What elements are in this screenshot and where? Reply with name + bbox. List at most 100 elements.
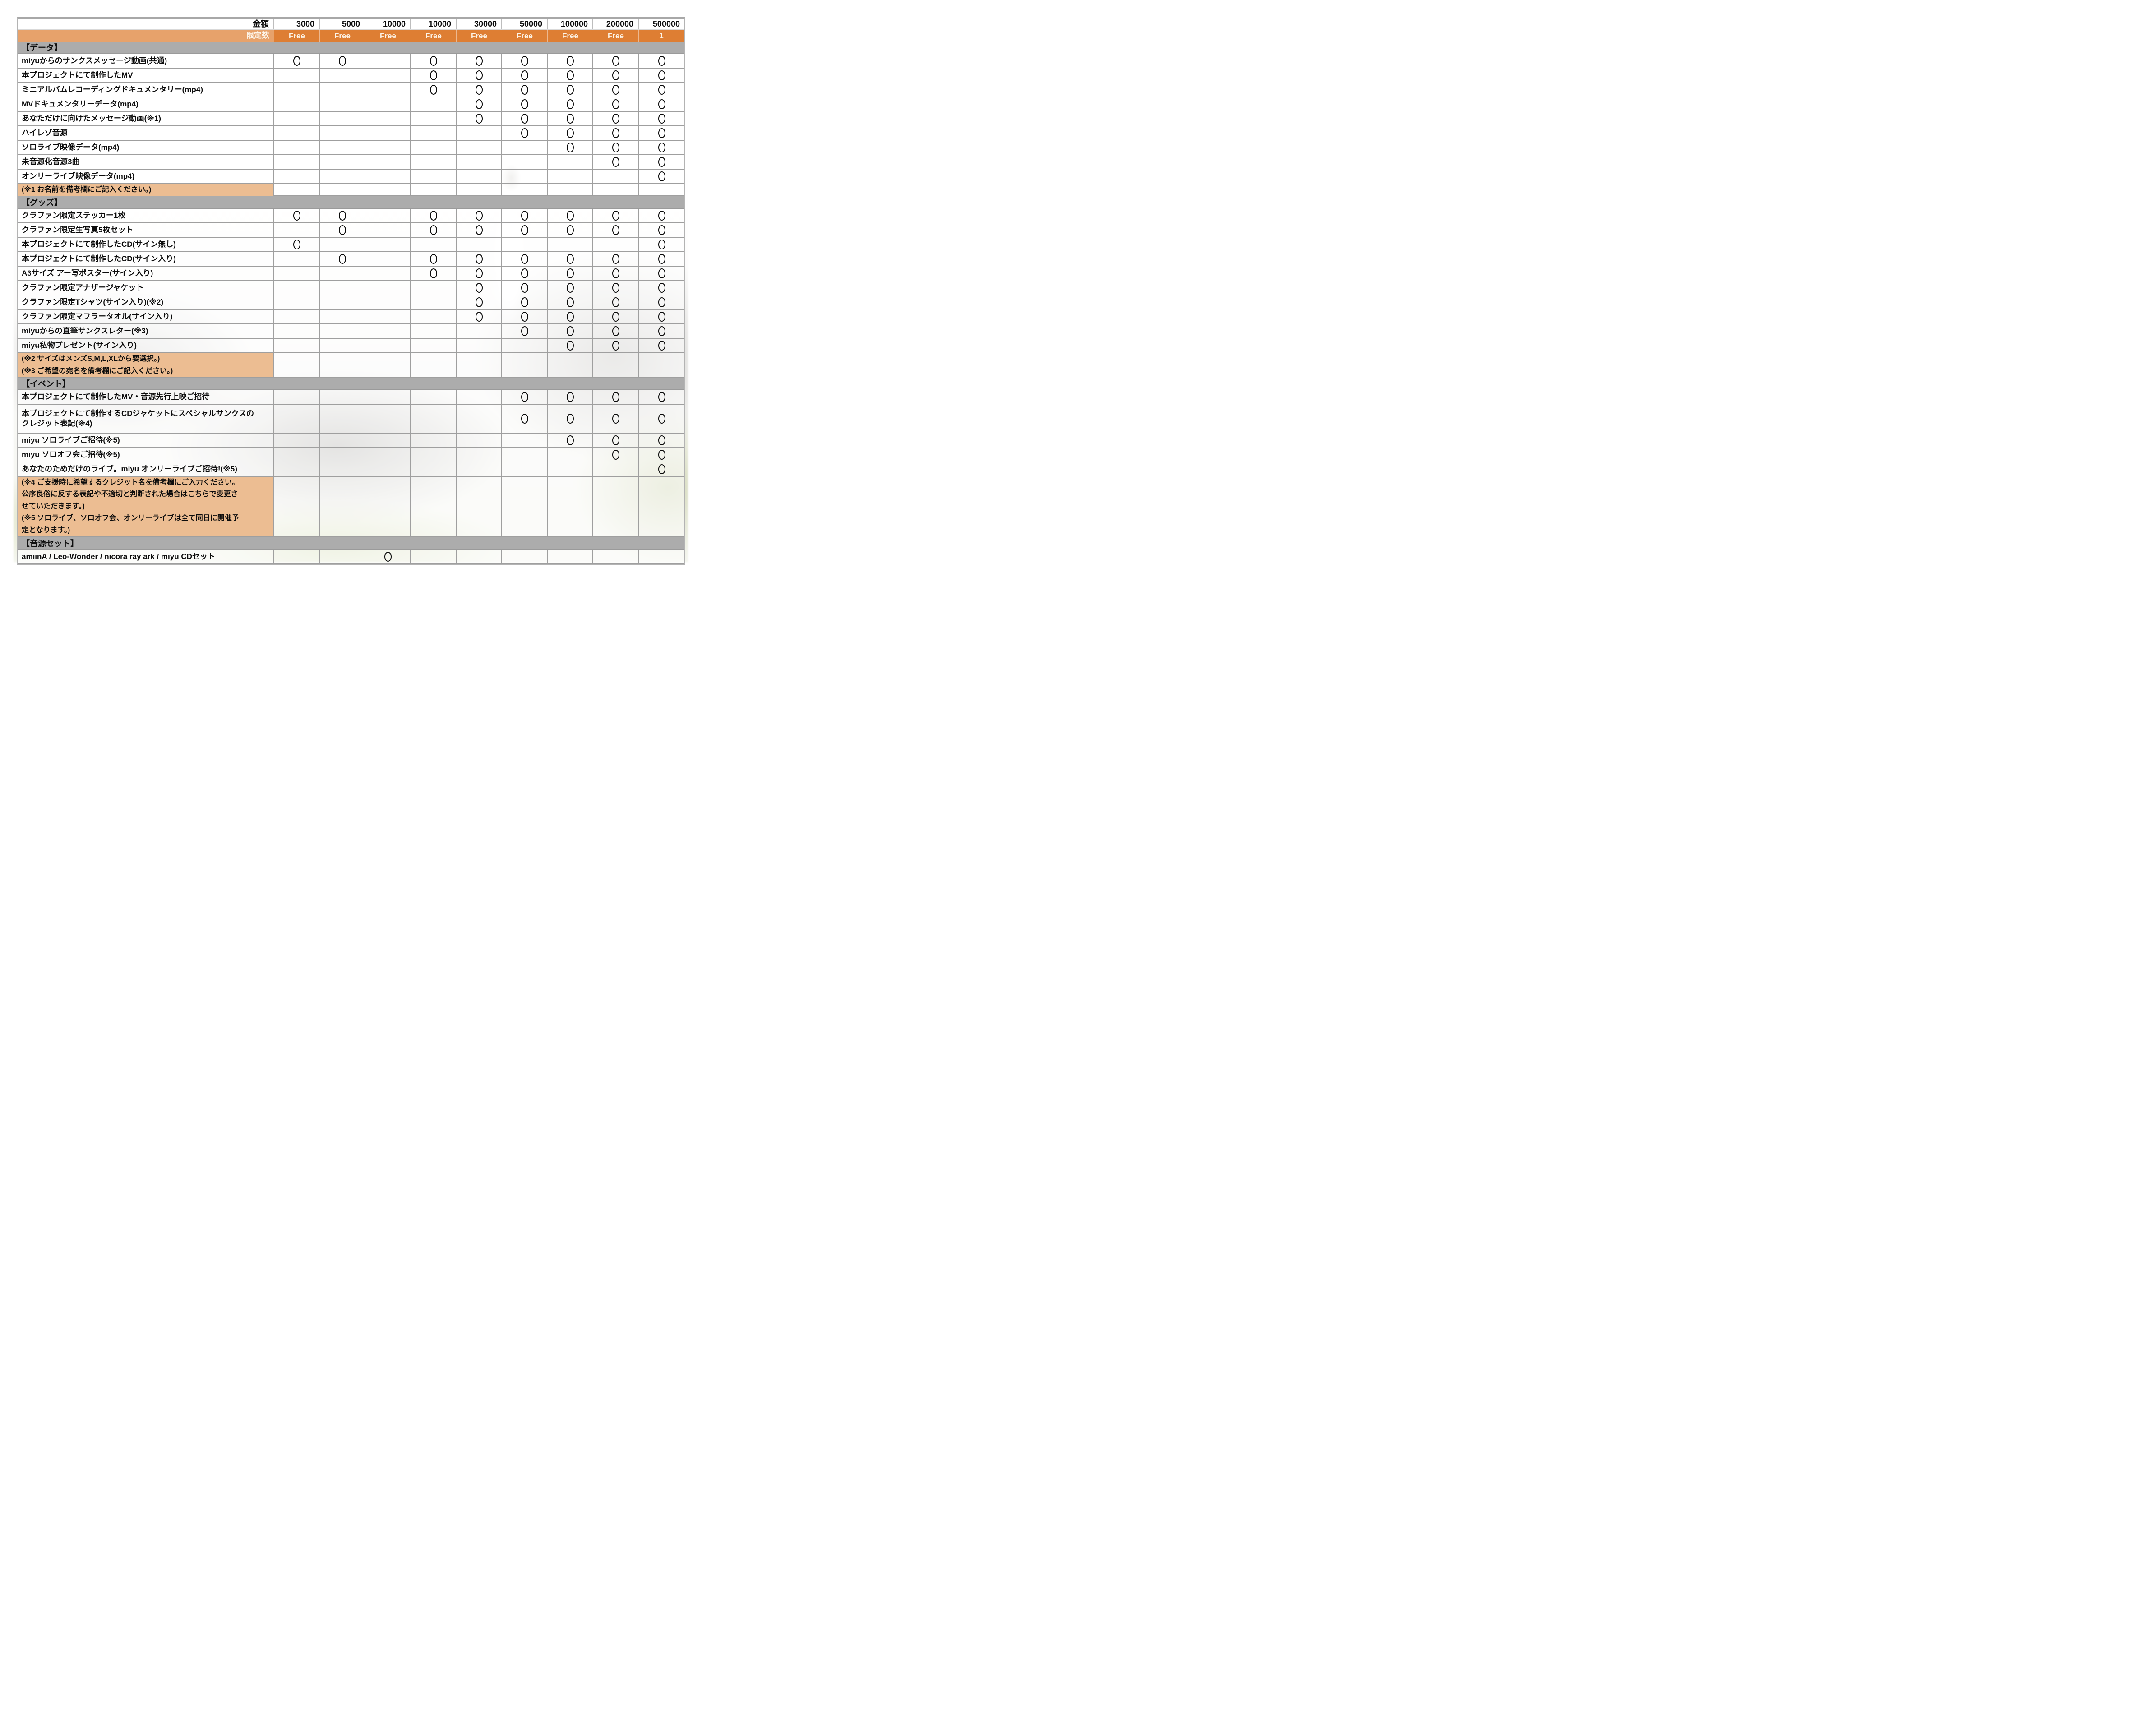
reward-row: 本プロジェクトにて制作したMV bbox=[18, 69, 684, 83]
circle-mark-icon bbox=[521, 268, 528, 278]
note-line: (※3 ご希望の宛名を備考欄にご記入ください。) bbox=[22, 367, 173, 375]
circle-mark-icon bbox=[521, 297, 528, 307]
circle-mark-icon bbox=[475, 85, 483, 95]
tier-cell bbox=[639, 353, 684, 365]
tier-cell bbox=[457, 324, 502, 338]
tier-cell bbox=[365, 477, 411, 537]
note-text: (※2 サイズはメンズS,M,L,XLから要選択。) bbox=[18, 353, 274, 365]
reward-label: miyuからの直筆サンクスレター(※3) bbox=[18, 324, 274, 338]
reward-row: あなたのためだけのライブ。miyu オンリーライブご招待!(※5) bbox=[18, 462, 684, 477]
circle-mark-icon bbox=[521, 225, 528, 235]
tier-cell bbox=[365, 353, 411, 365]
tier-cell bbox=[274, 69, 320, 82]
tier-cell bbox=[593, 324, 639, 338]
tier-cell bbox=[593, 295, 639, 309]
circle-mark-icon bbox=[521, 392, 528, 402]
note-row: (※3 ご希望の宛名を備考欄にご記入ください。) bbox=[18, 365, 684, 378]
tier-cell bbox=[320, 390, 365, 404]
circle-mark-icon bbox=[658, 254, 665, 264]
tier-cell bbox=[548, 238, 593, 251]
reward-row: 本プロジェクトにて制作したCD(サイン無し) bbox=[18, 238, 684, 252]
circle-mark-icon bbox=[658, 85, 665, 95]
tier-cell bbox=[639, 54, 684, 68]
tier-cell bbox=[411, 477, 457, 537]
note-line: (※5 ソロライブ、ソロオフ会、オンリーライブは全て同日に開催予 bbox=[22, 514, 239, 522]
tier-cell bbox=[320, 353, 365, 365]
circle-mark-icon bbox=[658, 312, 665, 322]
note-text: (※4 ご支援時に希望するクレジット名を備考欄にご入力ください。 公序良俗に反する… bbox=[18, 477, 274, 537]
tier-cell bbox=[639, 477, 684, 536]
reward-label: MVドキュメンタリーデータ(mp4) bbox=[18, 97, 274, 111]
tier-cell bbox=[274, 83, 320, 97]
section-title: 【音源セット】 bbox=[22, 539, 79, 548]
tier-cell bbox=[593, 405, 639, 433]
tier-cell bbox=[365, 267, 411, 280]
circle-mark-icon bbox=[612, 99, 619, 109]
tier-cell bbox=[274, 209, 320, 222]
tier-cell bbox=[548, 353, 593, 365]
tier-cell bbox=[365, 141, 411, 154]
reward-row: miyu私物プレゼント(サイン入り) bbox=[18, 339, 684, 353]
tier-cell bbox=[548, 170, 593, 183]
reward-row: クラファン限定マフラータオル(サイン入り) bbox=[18, 310, 684, 324]
tier-cell bbox=[274, 295, 320, 309]
circle-mark-icon bbox=[475, 283, 483, 293]
tier-cell bbox=[548, 281, 593, 295]
tier-cell bbox=[457, 141, 502, 154]
tier-cell bbox=[639, 69, 684, 82]
tier-amount: 50000 bbox=[502, 19, 548, 30]
tier-cell bbox=[274, 97, 320, 111]
tier-cell bbox=[593, 170, 639, 183]
tier-cell bbox=[365, 97, 411, 111]
tier-cell bbox=[457, 97, 502, 111]
tier-cell bbox=[457, 83, 502, 97]
circle-mark-icon bbox=[658, 283, 665, 293]
tier-cell bbox=[411, 155, 457, 169]
circle-mark-icon bbox=[566, 341, 574, 351]
note-row: (※1 お名前を備考欄にご記入ください。) bbox=[18, 184, 684, 196]
tier-cell bbox=[274, 390, 320, 404]
tier-cell bbox=[411, 112, 457, 125]
tier-cell bbox=[320, 310, 365, 323]
tier-cell bbox=[639, 295, 684, 309]
tier-cell bbox=[639, 434, 684, 447]
reward-row: あなただけに向けたメッセージ動画(※1) bbox=[18, 112, 684, 126]
tier-cell bbox=[365, 252, 411, 266]
circle-mark-icon bbox=[612, 143, 619, 152]
tier-cell bbox=[502, 141, 548, 154]
circle-mark-icon bbox=[658, 392, 665, 402]
rewards-table: 金額 3000 5000 10000 10000 30000 50000 100000 2000… bbox=[17, 17, 685, 565]
tier-cell bbox=[593, 54, 639, 68]
tier-cell bbox=[411, 281, 457, 295]
tier-cell bbox=[320, 112, 365, 125]
tier-cell bbox=[320, 462, 365, 476]
note-line: (※2 サイズはメンズS,M,L,XLから要選択。) bbox=[22, 355, 160, 363]
reward-label: 本プロジェクトにて制作したMV・音源先行上映ご招待 bbox=[18, 390, 274, 404]
tier-limit: Free bbox=[411, 30, 457, 42]
circle-mark-icon bbox=[521, 99, 528, 109]
tier-cell bbox=[593, 141, 639, 154]
circle-mark-icon bbox=[612, 268, 619, 278]
tier-cell bbox=[411, 462, 457, 476]
tier-cell bbox=[457, 170, 502, 183]
tier-cell bbox=[639, 155, 684, 169]
tier-cell bbox=[274, 324, 320, 338]
circle-mark-icon bbox=[475, 56, 483, 66]
tier-cell bbox=[639, 170, 684, 183]
tier-cell bbox=[593, 448, 639, 462]
tier-cell bbox=[411, 405, 457, 433]
tier-cell bbox=[411, 69, 457, 82]
tier-cell bbox=[411, 54, 457, 68]
circle-mark-icon bbox=[612, 341, 619, 351]
tier-cell bbox=[411, 238, 457, 251]
tier-cell bbox=[457, 477, 502, 537]
circle-mark-icon bbox=[658, 341, 665, 351]
tier-cell bbox=[320, 477, 365, 537]
circle-mark-icon bbox=[521, 211, 528, 221]
tier-limit: Free bbox=[320, 30, 365, 42]
tier-cell bbox=[639, 238, 684, 251]
circle-mark-icon bbox=[566, 211, 574, 221]
tier-cell bbox=[320, 170, 365, 183]
tier-cell bbox=[548, 295, 593, 309]
circle-mark-icon bbox=[612, 450, 619, 460]
